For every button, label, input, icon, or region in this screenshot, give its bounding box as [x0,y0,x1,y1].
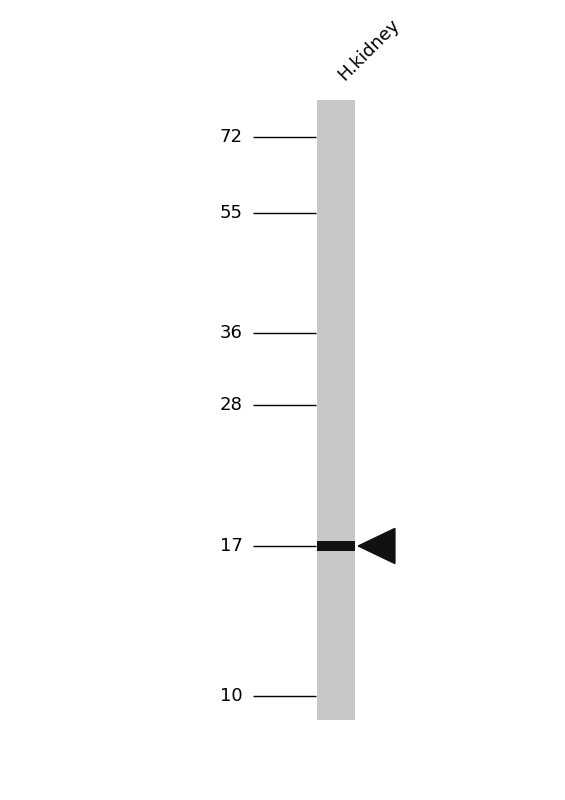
Bar [317,541,355,551]
Text: 36: 36 [220,324,243,342]
Bar [317,100,355,720]
Text: 28: 28 [220,395,243,414]
Text: 17: 17 [220,537,243,555]
Text: 55: 55 [220,204,243,222]
Text: H.kidney: H.kidney [334,15,403,84]
Text: 10: 10 [220,687,243,706]
Text: 72: 72 [220,128,243,146]
Polygon shape [358,528,395,563]
